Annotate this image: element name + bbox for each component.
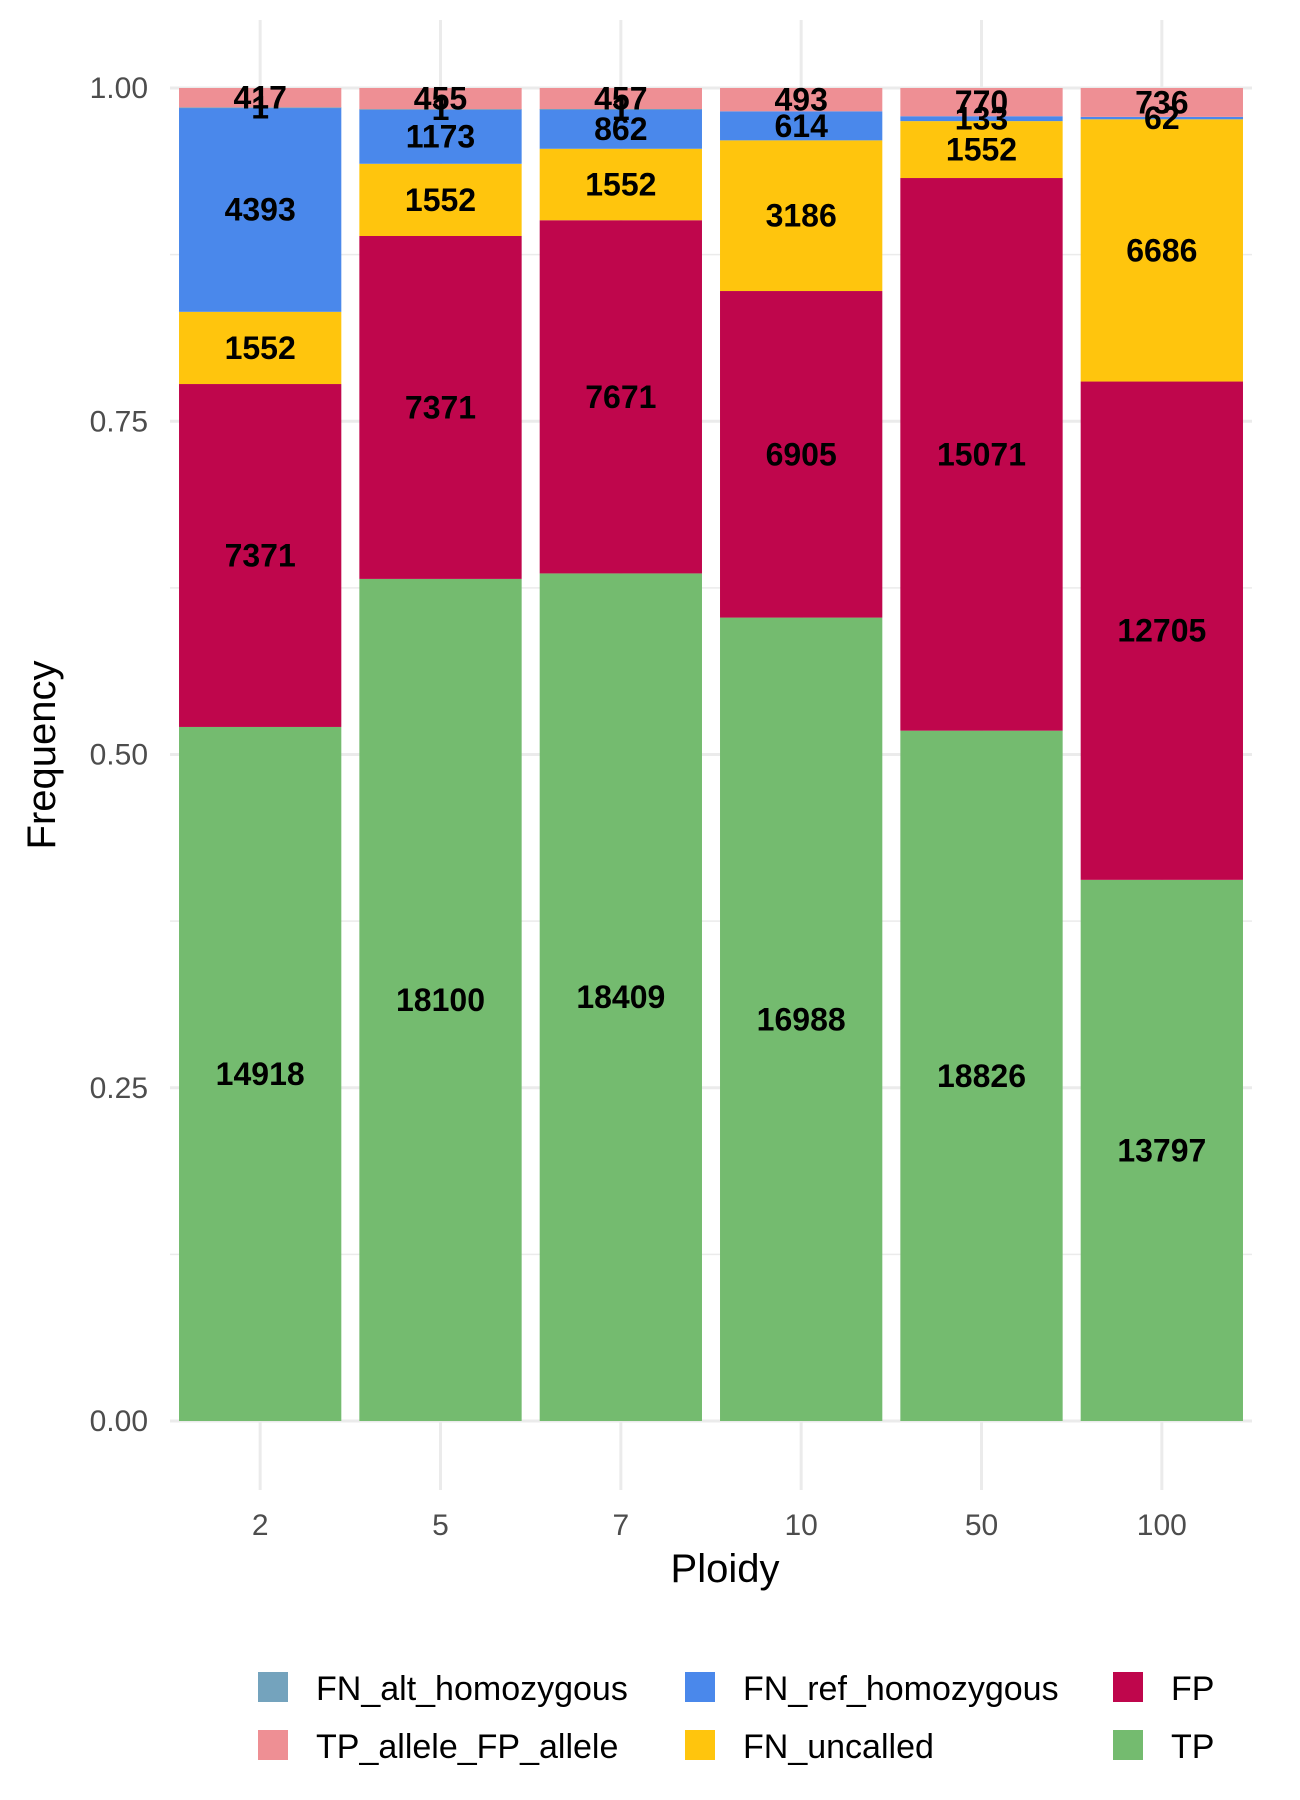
y-tick-label: 1.00 [90,72,148,105]
legend-key-fn-ref-homozygous [685,1672,715,1702]
bar-segment-tp [539,573,702,1421]
data-label-fp: 15071 [937,436,1026,472]
data-label-fn-ref-homozygous: 614 [774,108,828,144]
bar-segment-fp [179,384,342,727]
legend-key-tp [1113,1730,1143,1760]
bar-segment-fp [900,178,1063,731]
data-label-fn-ref-homozygous: 62 [1144,100,1180,136]
legend-label-tp-allele-fp-allele: TP_allele_FP_allele [316,1728,618,1766]
y-tick-label: 0.25 [90,1072,148,1105]
bar-segment-fn-ref-homozygous [539,109,702,149]
bar-segment-fn-uncalled [720,140,883,292]
legend-key-fn-uncalled [685,1730,715,1760]
data-label-fn-ref-homozygous: 1173 [406,119,475,155]
bar-segment-tp [900,730,1063,1421]
bars-layer [179,88,1243,1421]
data-label-fn-ref-homozygous: 133 [955,101,1008,137]
bar-segment-tp [359,578,522,1421]
data-label-tp-allele-fp-allele: 493 [774,82,827,118]
legend-label-fn-ref-homozygous: FN_ref_homozygous [743,1670,1059,1708]
bar-segment-fn-alt-homozygous [359,109,522,110]
bar-segment-fn-alt-homozygous [539,109,702,110]
data-label-tp: 18409 [576,979,665,1015]
x-tick-label: 50 [965,1509,998,1542]
bar-segment-tp [720,617,883,1421]
x-axis-title: Ploidy [671,1547,780,1591]
bar-segment-tp-allele-fp-allele [1080,88,1243,117]
bar-segment-fp [539,220,702,574]
legend-key-fp [1113,1672,1143,1702]
segment-labels-layer: 1491873711552439314171810073711552117314… [216,80,1207,1169]
x-tick-label: 5 [432,1509,449,1542]
legend: FN_alt_homozygous FN_ref_homozygous FP TP_a… [258,1670,1214,1766]
data-label-tp-allele-fp-allele: 736 [1135,84,1188,120]
bar-segment-tp [1080,879,1243,1421]
x-tick-label: 10 [784,1509,817,1542]
data-label-fn-alt-homozygous: 1 [432,91,450,127]
legend-key-fn-alt-homozygous [258,1672,288,1702]
x-tick-label: 100 [1137,1509,1187,1542]
data-label-fp: 6905 [766,436,837,472]
legend-label-fn-alt-homozygous: FN_alt_homozygous [316,1670,628,1708]
data-label-fp: 7371 [225,537,296,573]
data-label-tp-allele-fp-allele: 417 [233,80,286,116]
legend-label-fp: FP [1171,1670,1214,1708]
x-tick-label: 7 [612,1509,629,1542]
bar-segment-fn-ref-homozygous [720,111,883,141]
data-label-fn-alt-homozygous: 1 [251,89,269,125]
bar-segment-fn-ref-homozygous [179,107,342,312]
data-label-fn-uncalled: 1552 [946,132,1017,168]
data-label-fp: 7671 [585,379,656,415]
bar-segment-tp-allele-fp-allele [720,88,883,112]
data-label-tp-allele-fp-allele: 770 [955,84,1008,120]
bar-segment-fn-alt-homozygous [179,107,342,109]
bar-segment-tp-allele-fp-allele [179,88,342,108]
data-label-fn-ref-homozygous: 4393 [225,192,296,228]
bar-segment-fn-uncalled [1080,119,1243,382]
bar-segment-tp-allele-fp-allele [900,88,1063,117]
bar-segment-tp [179,726,342,1421]
bar-segment-fn-ref-homozygous [359,109,522,164]
bar-segment-fp [720,291,883,618]
bar-segment-tp-allele-fp-allele [359,88,522,110]
bar-segment-fp [359,235,522,579]
data-label-fn-uncalled: 3186 [766,198,837,234]
y-tick-label: 0.00 [90,1405,148,1438]
data-label-fn-alt-homozygous: 1 [612,91,630,127]
bar-segment-fp [1080,381,1243,880]
bar-segment-fn-uncalled [359,163,522,236]
legend-label-tp: TP [1171,1728,1214,1766]
data-label-tp: 18826 [937,1058,1026,1094]
y-axis-title: Frequency [20,661,64,850]
data-label-fn-uncalled: 1552 [405,182,476,218]
y-tick-label: 0.75 [90,405,148,438]
y-tick-label: 0.50 [90,739,148,772]
data-label-fp: 12705 [1117,613,1206,649]
data-label-fp: 7371 [405,389,476,425]
legend-key-tp-allele-fp-allele [258,1730,288,1760]
data-label-fn-uncalled: 1552 [225,330,296,366]
data-label-tp-allele-fp-allele: 455 [414,81,467,117]
bar-segment-fn-ref-homozygous [1080,116,1243,120]
data-label-tp: 16988 [757,1001,846,1037]
x-tick-label: 2 [252,1509,269,1542]
bar-segment-fn-uncalled [900,121,1063,179]
data-label-tp: 18100 [396,982,485,1018]
bar-segment-fn-ref-homozygous [900,116,1063,122]
bar-segment-fn-uncalled [179,311,342,385]
bar-segment-fn-uncalled [539,148,702,221]
data-label-fn-ref-homozygous: 862 [594,111,647,147]
data-label-fn-uncalled: 1552 [585,167,656,203]
data-label-tp: 13797 [1117,1132,1206,1168]
legend-label-fn-uncalled: FN_uncalled [743,1728,934,1766]
data-label-fn-uncalled: 6686 [1126,232,1197,268]
axis-layer: 0.00 0.25 0.50 0.75 1.00 2 5 7 10 50 100 [90,72,1187,1542]
data-label-tp-allele-fp-allele: 457 [594,81,647,117]
data-label-tp: 14918 [216,1056,305,1092]
bar-segment-tp-allele-fp-allele [539,88,702,110]
